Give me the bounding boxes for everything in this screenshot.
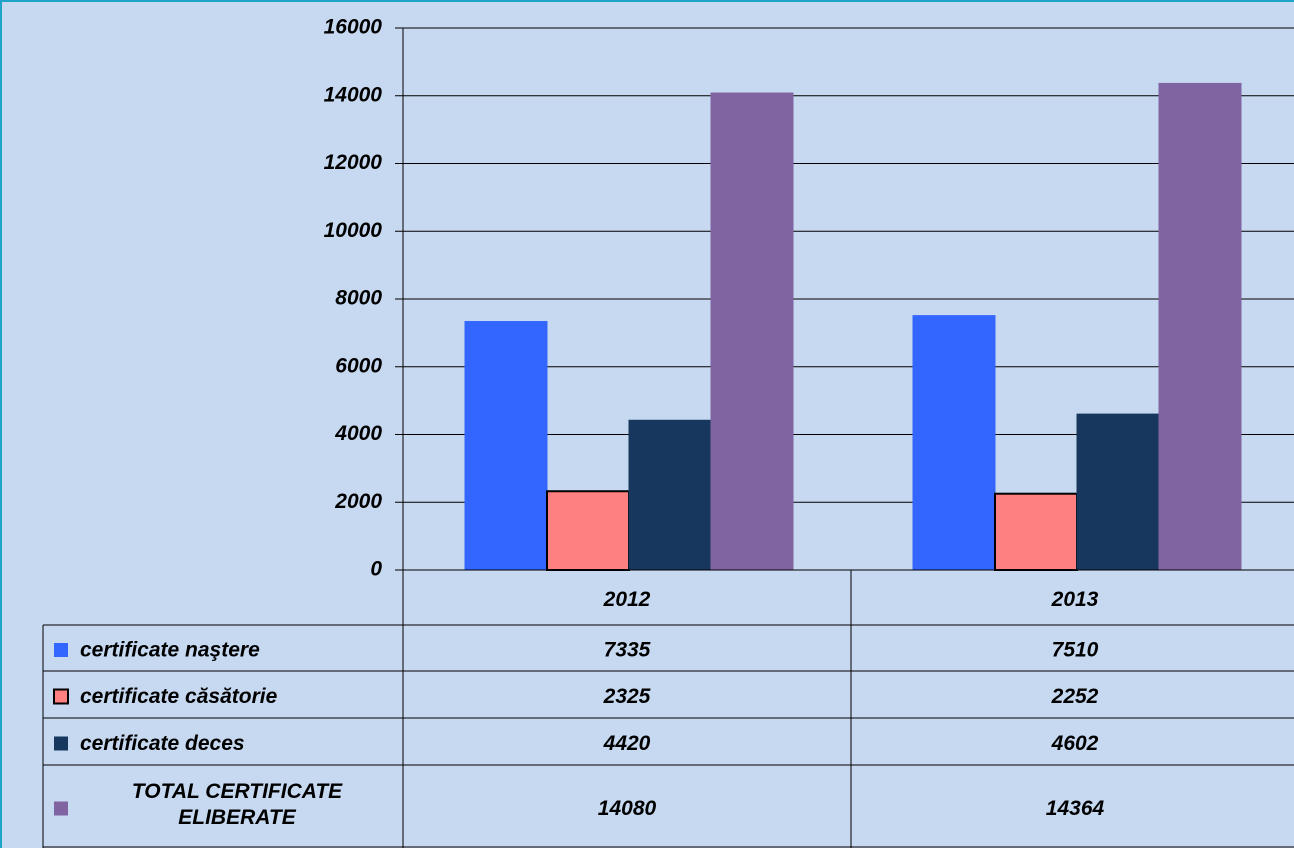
legend-label: TOTAL CERTIFICATE ELIBERATE bbox=[131, 780, 343, 829]
table-value: 7335 bbox=[604, 639, 651, 662]
table-value: 2325 bbox=[603, 685, 651, 708]
y-tick-label: 12000 bbox=[324, 151, 383, 174]
table-value: 2252 bbox=[1051, 685, 1099, 708]
legend-label: certificate căsătorie bbox=[80, 685, 278, 708]
legend-label-box: TOTAL CERTIFICATE ELIBERATE bbox=[131, 780, 343, 829]
x-tick-label: 2012 bbox=[603, 588, 651, 611]
table-value: 4420 bbox=[603, 732, 651, 755]
legend-label: certificate naştere bbox=[80, 639, 260, 662]
y-tick-label: 0 bbox=[370, 558, 382, 581]
bar bbox=[546, 490, 630, 572]
table-value: 14080 bbox=[598, 797, 657, 820]
y-tick-label: 8000 bbox=[335, 287, 382, 310]
y-tick-label: 6000 bbox=[335, 354, 382, 377]
bar bbox=[1158, 82, 1242, 571]
bar bbox=[994, 492, 1078, 571]
legend-key bbox=[54, 801, 68, 816]
y-tick-label: 16000 bbox=[324, 16, 383, 39]
y-tick-label: 4000 bbox=[334, 422, 382, 445]
bar bbox=[710, 92, 794, 571]
bar bbox=[912, 315, 996, 571]
legend-key bbox=[54, 736, 68, 751]
legend-key bbox=[53, 688, 69, 705]
legend-label: certificate deces bbox=[80, 732, 245, 755]
y-tick-label: 10000 bbox=[324, 219, 383, 242]
table-value: 4602 bbox=[1051, 732, 1099, 755]
bar bbox=[464, 321, 548, 571]
y-tick-label: 14000 bbox=[324, 83, 383, 106]
bar bbox=[628, 419, 712, 571]
x-tick-label: 2013 bbox=[1051, 588, 1099, 611]
y-tick-label: 2000 bbox=[334, 490, 382, 513]
table-value: 14364 bbox=[1046, 797, 1105, 820]
legend-key bbox=[54, 643, 68, 657]
bar bbox=[1076, 413, 1160, 571]
table-value: 7510 bbox=[1052, 639, 1099, 662]
